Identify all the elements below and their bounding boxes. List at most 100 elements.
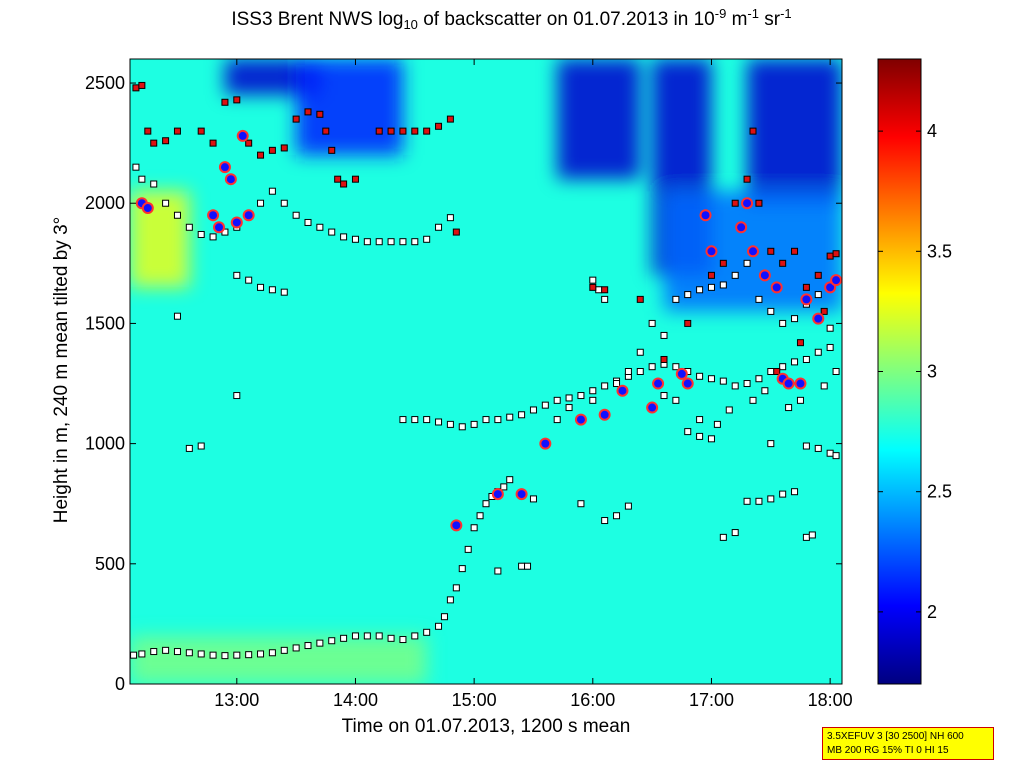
blue-dot-marker [782,377,795,390]
blue-dot-marker [515,488,528,501]
red-square-marker [132,84,140,92]
blue-dot-marker [242,209,255,222]
white-square-marker [185,649,193,657]
white-square-marker [672,396,680,404]
white-square-marker [162,646,170,654]
white-square-marker [245,276,253,284]
white-square-marker [316,223,324,231]
red-square-marker [411,127,419,135]
white-square-marker [672,363,680,371]
red-square-marker [814,271,822,279]
white-square-marker [601,295,609,303]
heatmap-field [130,59,842,684]
white-square-marker [553,416,561,424]
red-square-marker [387,127,395,135]
blue-dot-marker [450,519,463,532]
y-tick-label: 1000 [85,434,125,454]
white-square-marker [363,632,371,640]
white-square-marker [713,420,721,428]
blue-dot-marker [830,274,842,287]
white-square-marker [233,271,241,279]
white-square-marker [565,404,573,412]
white-square-marker [791,358,799,366]
red-square-marker [601,286,609,294]
white-square-marker [446,596,454,604]
white-square-marker [524,562,532,570]
red-square-marker [173,127,181,135]
red-square-marker [767,247,775,255]
white-square-marker [280,288,288,296]
y-tick-label: 2500 [85,73,125,93]
white-square-marker [749,396,757,404]
parameter-annotation-box: 3.5XEFUV 3 [30 2500] NH 600 MB 200 RG 15… [822,727,994,760]
white-square-marker [779,319,787,327]
x-tick-label: 13:00 [214,690,259,710]
red-square-marker [743,175,751,183]
white-square-marker [458,565,466,573]
white-square-marker [684,428,692,436]
x-tick-label: 16:00 [570,690,615,710]
white-square-marker [601,382,609,390]
white-square-marker [826,449,834,457]
white-square-marker [814,444,822,452]
blue-dot-marker [141,202,154,215]
white-square-marker [423,416,431,424]
white-square-marker [660,392,668,400]
white-square-marker [387,634,395,642]
colorbar-tick-label: 3 [927,362,937,382]
white-square-marker [209,651,217,659]
red-square-marker [399,127,407,135]
white-square-marker [446,214,454,222]
white-square-marker [767,440,775,448]
white-square-marker [577,500,585,508]
white-square-marker [826,343,834,351]
white-square-marker [257,283,265,291]
white-square-marker [138,175,146,183]
red-square-marker [322,127,330,135]
red-square-marker [452,228,460,236]
white-square-marker [162,199,170,207]
red-square-marker [304,108,312,116]
white-square-marker [707,435,715,443]
white-square-marker [464,545,472,553]
blue-dot-marker [699,209,712,222]
blue-dot-marker [491,488,504,501]
x-tick-label: 14:00 [333,690,378,710]
blue-dot-marker [681,377,694,390]
white-square-marker [476,512,484,520]
red-square-marker [589,283,597,291]
white-square-marker [452,584,460,592]
white-square-marker [399,636,407,644]
white-square-marker [197,650,205,658]
red-square-marker [162,137,170,145]
red-square-marker [660,355,668,363]
y-tick-label: 500 [95,554,125,574]
colorbar-gradient [877,58,922,685]
x-tick-label: 15:00 [452,690,497,710]
white-square-marker [684,291,692,299]
red-square-marker [328,146,336,154]
white-square-marker [500,483,508,491]
white-square-marker [328,637,336,645]
white-square-marker [470,420,478,428]
white-square-marker [173,648,181,656]
white-square-marker [304,642,312,650]
white-square-marker [340,233,348,241]
white-square-marker [808,531,816,539]
blue-dot-marker [574,413,587,426]
white-square-marker [340,634,348,642]
blue-dot-marker [539,437,552,450]
white-square-marker [761,387,769,395]
high-backscatter-region [130,635,427,684]
blue-dot-marker [598,408,611,421]
white-square-marker [458,423,466,431]
red-square-marker [749,127,757,135]
white-square-marker [351,632,359,640]
white-square-marker [185,444,193,452]
white-square-marker [832,452,840,460]
blue-dot-marker [236,129,249,142]
y-tick-label: 1500 [85,313,125,333]
blue-dot-marker [705,245,718,258]
white-square-marker [268,187,276,195]
white-square-marker [743,497,751,505]
